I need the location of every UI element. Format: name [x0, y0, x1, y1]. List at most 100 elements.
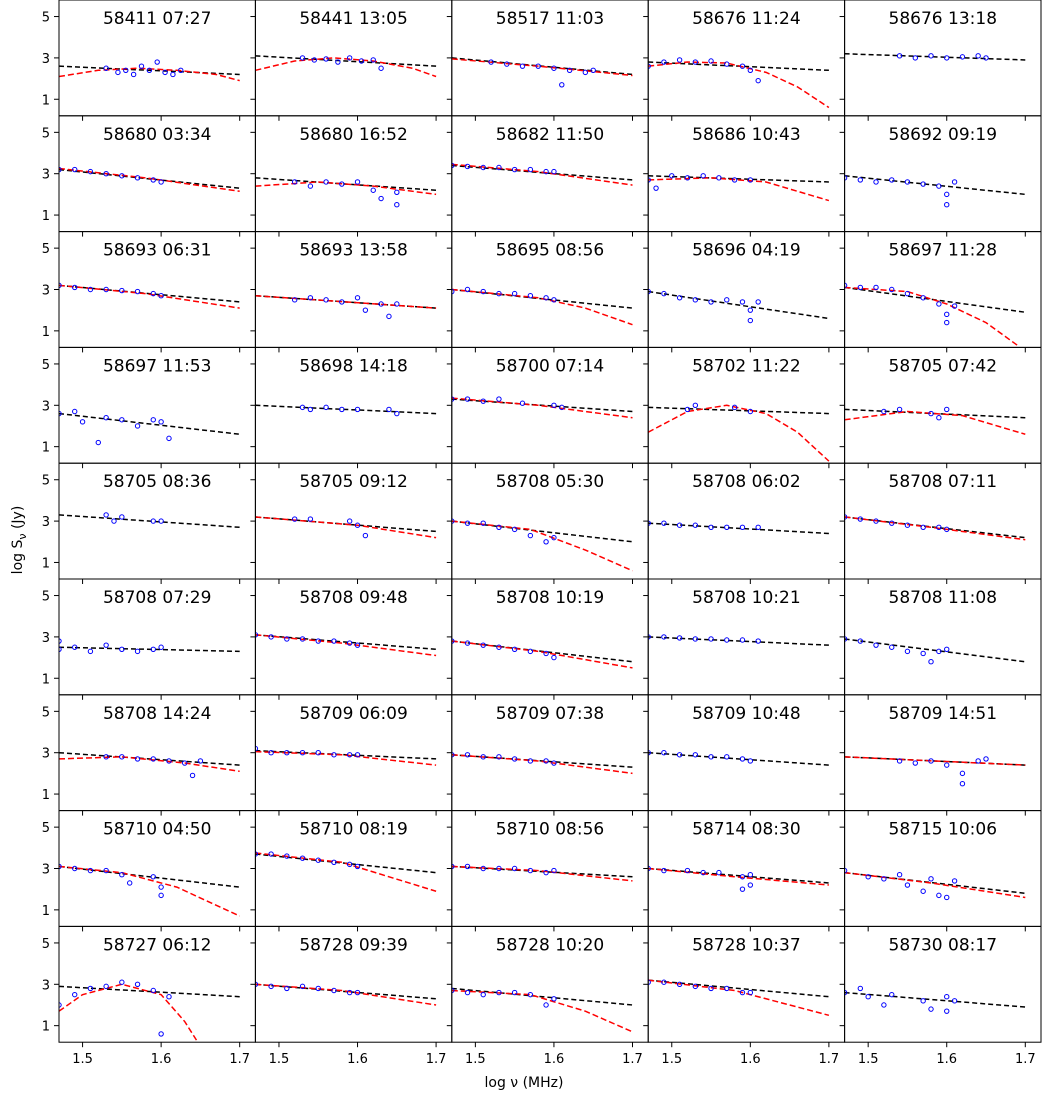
panel-title: 58705 07:42 [889, 356, 997, 376]
data-point [135, 649, 139, 653]
panel-title: 58702 11:22 [692, 356, 800, 376]
panel-grid: 58411 07:27 1 3 5 58441 13:05 58517 11:03 5867… [42, 0, 1041, 1067]
data-point [552, 655, 556, 659]
panel: 58680 16:52 [250, 116, 451, 237]
panel-plot-area [59, 60, 240, 81]
panel-title: 58709 14:51 [889, 704, 997, 724]
y-axis-label: log Sν (Jy) [10, 506, 29, 575]
panel: 58441 13:05 [250, 0, 451, 121]
data-point [709, 300, 713, 304]
data-point [159, 1032, 163, 1036]
panel: 58708 14:24135 [42, 695, 256, 816]
data-point [952, 180, 956, 184]
panel: 58702 11:22 [643, 347, 844, 468]
y-tick-label: 3 [42, 515, 50, 530]
panel-plot-area [57, 864, 240, 916]
curved-fit-line [255, 296, 436, 308]
curved-fit-line [59, 169, 240, 192]
panel-title: 58676 11:24 [692, 9, 800, 29]
panel-title: 58692 09:19 [889, 125, 997, 145]
data-point [945, 995, 949, 999]
panel-title: 58730 08:17 [889, 935, 997, 955]
power-law-fit-line [452, 988, 633, 1005]
panel-title: 58728 09:39 [299, 935, 407, 955]
data-point [748, 873, 752, 877]
panel-plot-area [450, 397, 633, 418]
panel-plot-area [646, 521, 829, 534]
x-tick-label: 1.6 [347, 1052, 368, 1067]
curved-fit-line [59, 984, 196, 1040]
data-point [347, 519, 351, 523]
panel: 58714 08:30 [643, 811, 844, 932]
power-law-fit-line [845, 993, 1026, 1007]
panel-plot-area [450, 864, 633, 881]
x-tick-label: 1.5 [858, 1052, 879, 1067]
panel-plot-area [57, 409, 240, 444]
power-law-fit-line [255, 405, 436, 413]
y-tick-label: 3 [42, 631, 50, 646]
panel-plot-area [842, 986, 1025, 1013]
panel-title: 58728 10:37 [692, 935, 800, 955]
power-law-fit-line [59, 66, 240, 74]
power-law-fit-line [59, 647, 240, 651]
y-tick-label: 1 [42, 93, 50, 108]
panel-plot-area [255, 296, 436, 319]
data-point [662, 60, 666, 64]
panel: 58686 10:43 [643, 116, 844, 237]
panel-title: 58517 11:03 [496, 9, 604, 29]
curved-fit-line [255, 517, 436, 538]
data-point [363, 308, 367, 312]
data-point [395, 203, 399, 207]
panel: 58708 05:30 [447, 463, 648, 584]
data-point [159, 885, 163, 889]
panel-plot-area [59, 513, 240, 528]
data-point [520, 401, 524, 405]
data-point [976, 759, 980, 763]
panel-plot-area [255, 56, 436, 77]
data-point [945, 895, 949, 899]
panel-title: 58710 08:19 [299, 820, 407, 840]
data-point [921, 651, 925, 655]
panel-plot-area [646, 751, 829, 766]
data-point [929, 1007, 933, 1011]
x-tick-label: 1.7 [819, 1052, 840, 1067]
panel: 58517 11:03 [447, 0, 648, 121]
y-axis-label-main: log S [10, 540, 26, 575]
power-law-fit-line [648, 753, 829, 765]
data-point [73, 409, 77, 413]
panel-title: 58441 13:05 [299, 9, 407, 29]
data-point [120, 418, 124, 422]
panel-title: 58710 08:56 [496, 820, 604, 840]
panel-title: 58686 10:43 [692, 125, 800, 145]
panel-plot-area [450, 287, 633, 324]
y-tick-label: 5 [42, 821, 50, 836]
panel-title: 58695 08:56 [496, 241, 604, 261]
panel-title: 58697 11:28 [889, 241, 997, 261]
panel-plot-area [253, 633, 436, 656]
panel-plot-area [452, 58, 633, 87]
data-point [135, 289, 139, 293]
data-point [465, 287, 469, 291]
data-point [104, 513, 108, 517]
data-point [740, 300, 744, 304]
panel-title: 58715 10:06 [889, 820, 997, 840]
data-point [528, 533, 532, 537]
panel: 58705 07:42 [840, 347, 1041, 468]
data-point [945, 647, 949, 651]
y-tick-label: 5 [42, 590, 50, 605]
data-point [748, 883, 752, 887]
x-tick-label: 1.7 [426, 1052, 447, 1067]
panel-plot-area [450, 639, 633, 668]
panel-title: 58680 16:52 [299, 125, 407, 145]
y-tick-label: 5 [42, 937, 50, 952]
panel-plot-area [842, 637, 1025, 664]
data-point [725, 62, 729, 66]
panel-title: 58696 04:19 [692, 241, 800, 261]
curved-fit-line [648, 869, 829, 886]
data-point [921, 525, 925, 529]
y-tick-label: 3 [42, 284, 50, 299]
x-tick-label: 1.6 [544, 1052, 565, 1067]
panel-title: 58709 10:48 [692, 704, 800, 724]
x-tick-label: 1.5 [72, 1052, 93, 1067]
